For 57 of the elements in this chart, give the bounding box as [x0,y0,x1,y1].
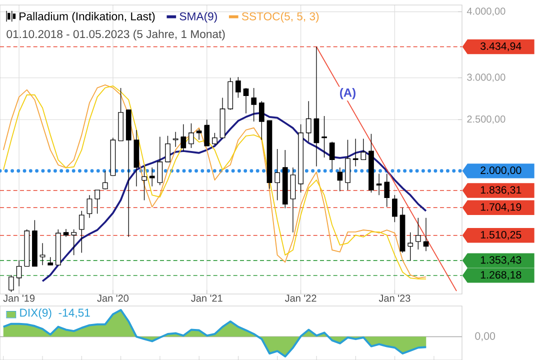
candlestick [337,167,343,192]
candlestick [86,194,92,218]
candlestick [251,88,257,122]
candlestick [204,119,210,146]
ref-line-label: 1.704,19 [480,203,522,212]
candlestick [157,136,163,186]
candlestick [376,173,382,196]
ref-line-label: 2.000,00 [480,166,522,176]
candlestick [71,229,77,256]
candlestick [258,100,264,140]
candlestick [408,232,414,261]
x-tick-label: Jan '22 [284,294,316,302]
annotation: (A) [340,88,356,100]
y-tick-label: 3.000,00 [467,74,506,82]
x-tick-label: Jan '23 [378,294,410,302]
candlestick [329,141,335,170]
legend-label: DIX(9) [20,308,52,319]
candlestick [102,170,108,190]
ref-line-label: 1.268,18 [480,271,522,280]
candlestick [243,88,249,114]
annotation: -14,51 [58,308,90,318]
y-tick-label: 2.500,00 [467,116,506,124]
candlestick [423,218,429,252]
candlestick [212,132,218,146]
x-tick-label: Jan '21 [191,294,222,302]
candlestick [290,167,296,233]
candlestick [360,138,366,160]
ref-line-label: 1.353,43 [480,256,522,265]
x-tick-label: Jan '20 [97,294,129,302]
ref-line-label: 1.510,25 [480,230,522,240]
candlestick [78,210,84,254]
candlestick [384,173,390,208]
candlestick [392,194,398,222]
candlestick [196,128,202,140]
candlestick [165,135,170,162]
candlestick [16,260,22,287]
x-tick-label: Jan '19 [3,294,35,302]
legend-label: Palladium (Indikation, Last) [20,12,155,23]
ref-line-label: 0,00 [475,332,496,342]
candlestick [40,242,46,266]
text: 01.10.2018 - 01.05.2023 (5 Jahre, 1 Monat) [6,30,225,40]
candlestick [322,116,327,158]
candlestick [235,76,241,98]
candlestick [94,190,100,214]
candlestick [8,274,14,292]
candlestick [149,167,155,187]
candlestick [188,123,194,148]
candlestick [180,124,186,152]
y-tick-label: 4.000,00 [466,8,506,16]
candlestick [142,166,147,201]
legend-label: SSTOC(5, 5, 3) [242,12,319,23]
candlestick [274,148,280,201]
ref-line-label: 1.836,31 [480,186,522,195]
candlestick [306,100,312,142]
ref-line-label: 3.434,94 [480,42,522,52]
legend-label: SMA(9) [180,12,217,23]
candlestick [415,218,421,250]
